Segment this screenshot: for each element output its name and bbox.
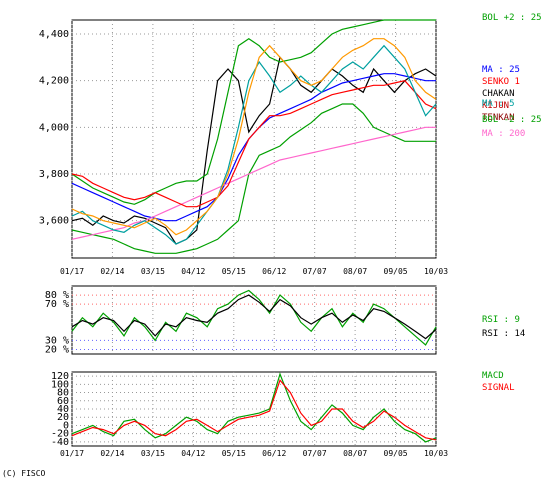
price-series-tenkan xyxy=(71,38,437,236)
macd-legend-item: SIGNAL xyxy=(482,383,515,393)
rsi-legend-item: RSI : 14 xyxy=(482,329,525,339)
macd-y-tick-label: 0 xyxy=(63,420,69,431)
price-series-ma-5 xyxy=(71,44,437,245)
rsi-series-rsi-9 xyxy=(71,289,437,346)
price-y-tick-label: 4,200 xyxy=(39,76,69,87)
x-tick-label: 06/12 xyxy=(262,267,286,276)
x-tick-label: 08/07 xyxy=(343,267,367,276)
macd-series-signal xyxy=(71,378,437,441)
copyright-text: (C) FISCO xyxy=(2,469,46,478)
x-tick-label: 07/07 xyxy=(303,449,327,458)
macd-frame xyxy=(71,371,437,447)
rsi-legend-item: RSI : 9 xyxy=(482,315,520,325)
price-series-senko-1 xyxy=(71,80,437,208)
price-series-ma-200 xyxy=(71,126,436,240)
price-panel: 3,600 3,800 4,000 4,200 4,400 BOL +2 : 25 MA :… xyxy=(39,13,542,259)
x-tick-label: 04/12 xyxy=(181,449,205,458)
macd-y-tick-label: 120 xyxy=(51,371,69,382)
x-tick-label: 02/14 xyxy=(100,449,124,458)
x-tick-label: 04/12 xyxy=(181,267,205,276)
macd-y-tick-label: 100 xyxy=(51,379,69,390)
x-tick-label: 01/17 xyxy=(60,449,84,458)
x-tick-label: 03/15 xyxy=(141,449,165,458)
price-frame xyxy=(71,19,437,259)
x-tick-label: 09/05 xyxy=(384,267,408,276)
macd-y-tick-label: 60 xyxy=(57,396,69,407)
macd-series-macd xyxy=(71,372,437,443)
rsi-y-tick-label: 30 % xyxy=(45,335,69,346)
x-tick-label: 07/07 xyxy=(303,267,327,276)
price-legend-item: SENKO 1 xyxy=(482,77,520,87)
macd-legend-item: MACD xyxy=(482,371,504,381)
price-legend-item: BOL +2 : 25 xyxy=(482,13,542,23)
price-legend-item: KIJUN xyxy=(482,101,509,111)
price-legend-item: MA : 200 xyxy=(482,129,525,139)
price-series-bol-2 xyxy=(71,103,436,254)
macd-y-tick-label: 40 xyxy=(57,404,69,415)
price-legend-item: TENKAN xyxy=(482,113,515,123)
price-legend-item: CHAKAN xyxy=(482,89,515,99)
rsi-y-tick-label: 70 % xyxy=(45,299,69,310)
x-tick-label: 01/17 xyxy=(60,267,84,276)
macd-y-tick-label: -40 xyxy=(51,437,69,448)
price-y-tick-label: 4,400 xyxy=(39,29,69,40)
price-legend-item: MA : 5 xyxy=(482,99,515,109)
x-tick-label: 10/03 xyxy=(424,449,448,458)
price-legend-item: MA : 25 xyxy=(482,65,520,75)
x-tick-label: 06/12 xyxy=(262,449,286,458)
price-series-bol-2 xyxy=(71,19,436,205)
x-tick-label: 03/15 xyxy=(141,267,165,276)
x-tick-label: 02/14 xyxy=(100,267,124,276)
x-tick-label: 05/15 xyxy=(222,449,246,458)
rsi-panel: 20 %30 % 70 %80 % RSI : 9 RSI : 14 xyxy=(45,285,525,355)
price-series-ma-25 xyxy=(71,73,436,222)
rsi-frame xyxy=(71,285,437,355)
x-tick-label: 05/15 xyxy=(222,267,246,276)
macd-y-tick-label: 80 xyxy=(57,388,69,399)
price-y-tick-label: 3,800 xyxy=(39,169,69,180)
price-y-tick-label: 4,000 xyxy=(39,122,69,133)
price-series-chakan xyxy=(71,56,437,245)
x-tick-label: 09/05 xyxy=(384,449,408,458)
x-axis-labels-bottom: 01/17 02/14 03/15 04/12 05/15 06/12 07/07 08/07… xyxy=(60,449,448,458)
rsi-series-rsi-14 xyxy=(71,294,437,340)
price-legend-item: BOL -2 : 25 xyxy=(482,115,542,125)
x-tick-label: 08/07 xyxy=(343,449,367,458)
x-axis-labels-top: 01/17 02/14 03/15 04/12 05/15 06/12 07/07 08/07… xyxy=(60,267,448,276)
macd-y-tick-label: 20 xyxy=(57,412,69,423)
rsi-y-tick-label: 80 % xyxy=(45,290,69,301)
macd-y-tick-label: -20 xyxy=(51,429,69,440)
rsi-y-tick-label: 20 % xyxy=(45,344,69,355)
price-y-tick-label: 3,600 xyxy=(39,216,69,227)
x-tick-label: 10/03 xyxy=(424,267,448,276)
